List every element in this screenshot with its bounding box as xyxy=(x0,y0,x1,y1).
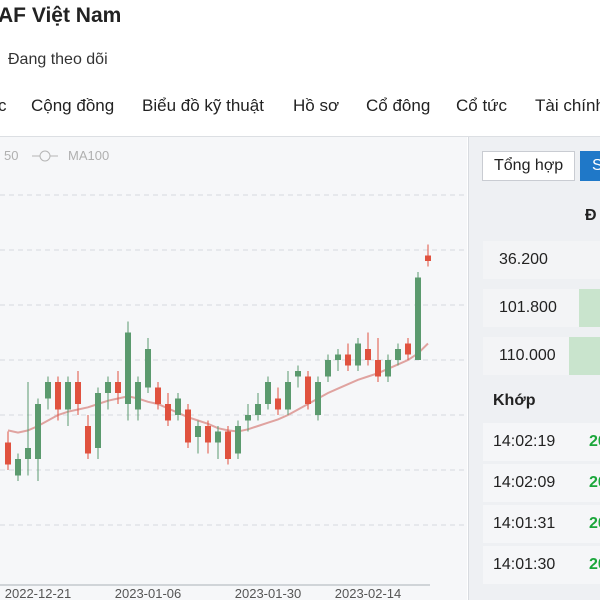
candle-body xyxy=(205,426,211,443)
trade-row: 14:01:30 20 xyxy=(483,546,600,584)
candle-body xyxy=(305,376,311,404)
trade-price: 20 xyxy=(589,556,600,573)
x-tick-label: 2022-12-21 xyxy=(5,586,72,600)
candle-body xyxy=(275,398,281,410)
candle-body xyxy=(115,382,121,393)
trade-price: 20 xyxy=(589,433,600,450)
candle-body xyxy=(175,398,181,415)
book-value: 110.000 xyxy=(499,347,556,364)
trade-row: 14:02:19 20 xyxy=(483,423,600,461)
candle-body xyxy=(395,349,401,360)
candle-body xyxy=(415,277,421,360)
trade-time: 14:01:30 xyxy=(493,556,556,573)
candle-body xyxy=(15,459,21,476)
candle-body xyxy=(235,426,241,454)
candle-body xyxy=(45,382,51,399)
trade-time: 14:02:09 xyxy=(493,474,556,491)
trade-time: 14:02:19 xyxy=(493,433,556,450)
candle-body xyxy=(245,415,251,421)
nav-tab[interactable]: Cổ tức xyxy=(456,96,508,115)
trade-time: 14:01:31 xyxy=(493,515,556,532)
trade-price: 20 xyxy=(589,474,600,491)
candle-body xyxy=(85,426,91,454)
book-row: 110.000 xyxy=(483,337,600,375)
candle-body xyxy=(5,442,11,465)
candle-body xyxy=(375,360,381,377)
book-value: 101.800 xyxy=(499,299,557,316)
x-tick-label: 2023-01-30 xyxy=(235,586,302,600)
book-value: 36.200 xyxy=(499,251,548,268)
nav-tab[interactable]: c xyxy=(0,96,7,115)
trade-price: 20 xyxy=(589,515,600,532)
trade-row: 14:01:31 20 xyxy=(483,505,600,543)
chart-bg xyxy=(0,137,467,600)
candle-body xyxy=(95,393,101,448)
candle-body xyxy=(105,382,111,393)
x-tick-label: 2023-01-06 xyxy=(115,586,182,600)
tab[interactable]: S xyxy=(580,151,600,181)
stock-title: AF Việt Nam xyxy=(0,4,122,27)
candle-body xyxy=(65,382,71,410)
candle-body xyxy=(195,426,201,437)
candle-body xyxy=(355,343,361,366)
candle-body xyxy=(75,382,81,404)
candle-body xyxy=(185,409,191,443)
section-title: Khớp xyxy=(493,392,536,409)
nav-bar: c Cộng đồng Biểu đồ kỹ thuật Hồ sơ Cổ đô… xyxy=(0,82,600,137)
candle-body xyxy=(295,371,301,377)
nav-tab[interactable]: Biểu đồ kỹ thuật xyxy=(142,96,264,115)
x-tick-label: 2023-02-14 xyxy=(335,586,402,600)
candle-body xyxy=(215,431,221,443)
candle-body xyxy=(165,404,171,421)
candle-body xyxy=(325,360,331,377)
nav-tab[interactable]: Cộng đồng xyxy=(31,96,115,115)
legend-label[interactable]: MA100 xyxy=(68,148,109,163)
volume-bar xyxy=(579,289,600,327)
candle-body xyxy=(285,382,291,410)
nav-tab[interactable]: Cổ đông xyxy=(366,96,431,115)
candle-body xyxy=(365,349,371,360)
candle-body xyxy=(35,404,41,459)
candle-body xyxy=(135,382,141,410)
book-row: 36.200 xyxy=(483,241,600,279)
candle-body xyxy=(55,382,61,410)
candle-body xyxy=(225,431,231,459)
chart: 50 MA100 2022-12-21 2023-01-06 2023-01-30 2… xyxy=(0,137,467,600)
candle-body xyxy=(265,382,271,404)
candle-body xyxy=(255,404,261,415)
candle-body xyxy=(25,448,31,459)
legend-label[interactable]: 50 xyxy=(4,148,18,163)
candle-body xyxy=(405,343,411,355)
follow-status[interactable]: Đang theo dõi xyxy=(8,51,108,68)
nav-tab[interactable]: Hồ sơ xyxy=(293,96,340,115)
volume-bar xyxy=(569,337,600,375)
legend-marker xyxy=(39,150,51,162)
tab[interactable]: Tổng hợp xyxy=(482,151,576,181)
legend-icon[interactable] xyxy=(32,150,58,162)
candle-body xyxy=(335,354,341,360)
side-panel: Tổng hợp S Đ 36.200 101.800 110.000 Khớp… xyxy=(468,137,600,600)
candle-body xyxy=(425,255,431,261)
book-row: 101.800 xyxy=(483,289,600,327)
nav-tab[interactable]: Tài chính xyxy=(535,96,600,115)
candle-body xyxy=(145,349,151,388)
candle-body xyxy=(315,382,321,415)
candle-body xyxy=(385,360,391,377)
column-heading: Đ xyxy=(585,207,597,224)
trade-row: 14:02:09 20 xyxy=(483,464,600,502)
candle-body xyxy=(345,354,351,366)
candle-body xyxy=(125,332,131,404)
candle-body xyxy=(155,387,161,404)
